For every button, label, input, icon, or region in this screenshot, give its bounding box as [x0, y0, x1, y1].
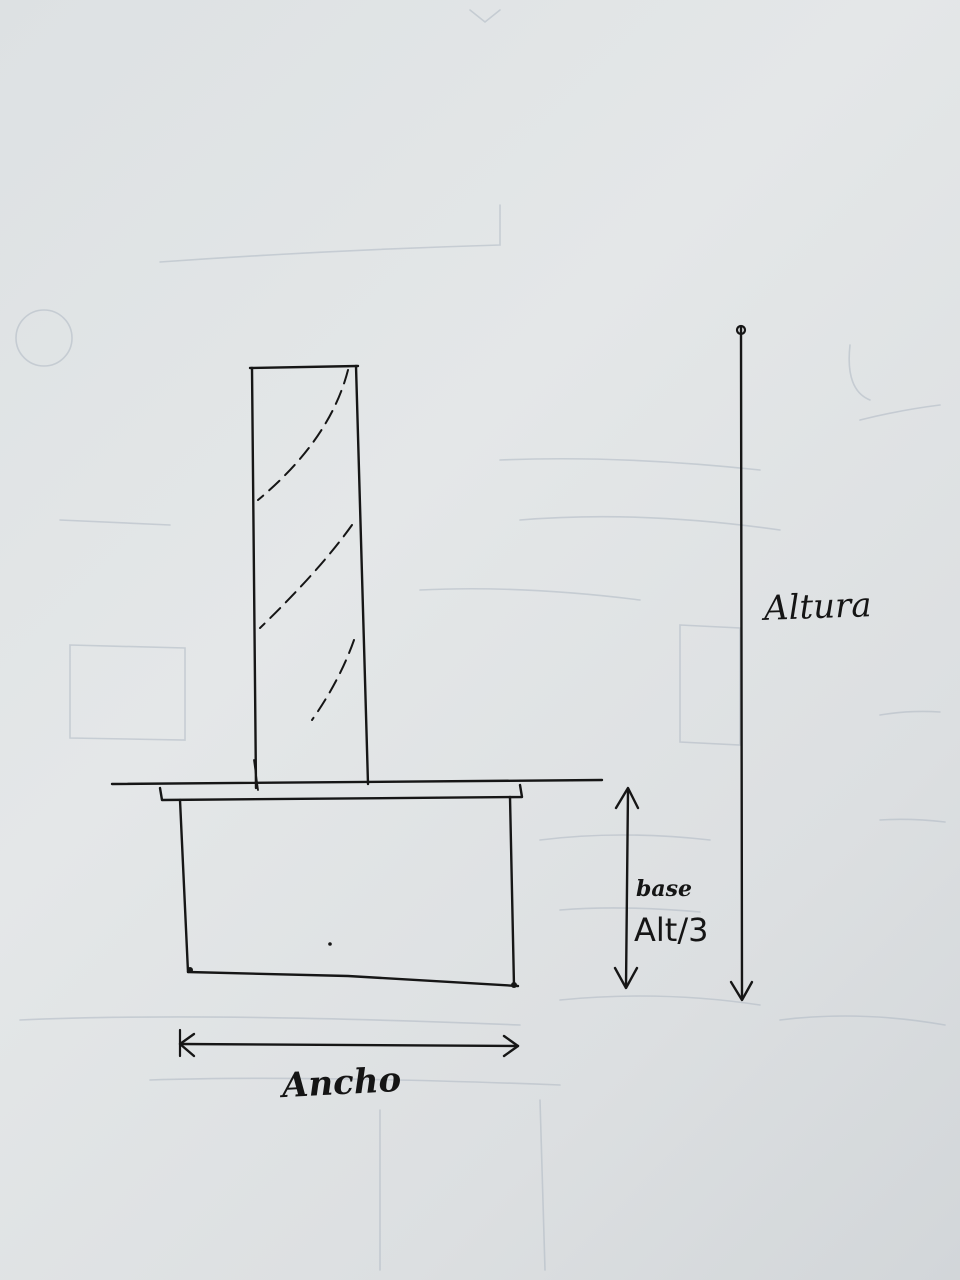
ground-line — [110, 778, 604, 786]
height-arrow — [729, 324, 754, 1002]
label-ancho: Ancho — [281, 1059, 403, 1107]
base-height-arrow — [613, 786, 640, 990]
bleed-through-marks — [15, 9, 946, 1271]
label-base: base — [636, 876, 693, 902]
column-hatching — [257, 369, 355, 721]
width-arrow — [178, 1028, 520, 1058]
label-altura: Altura — [763, 585, 873, 629]
foundation-block — [158, 783, 524, 988]
column — [248, 364, 370, 791]
label-alt-third: Alt/3 — [634, 911, 709, 949]
